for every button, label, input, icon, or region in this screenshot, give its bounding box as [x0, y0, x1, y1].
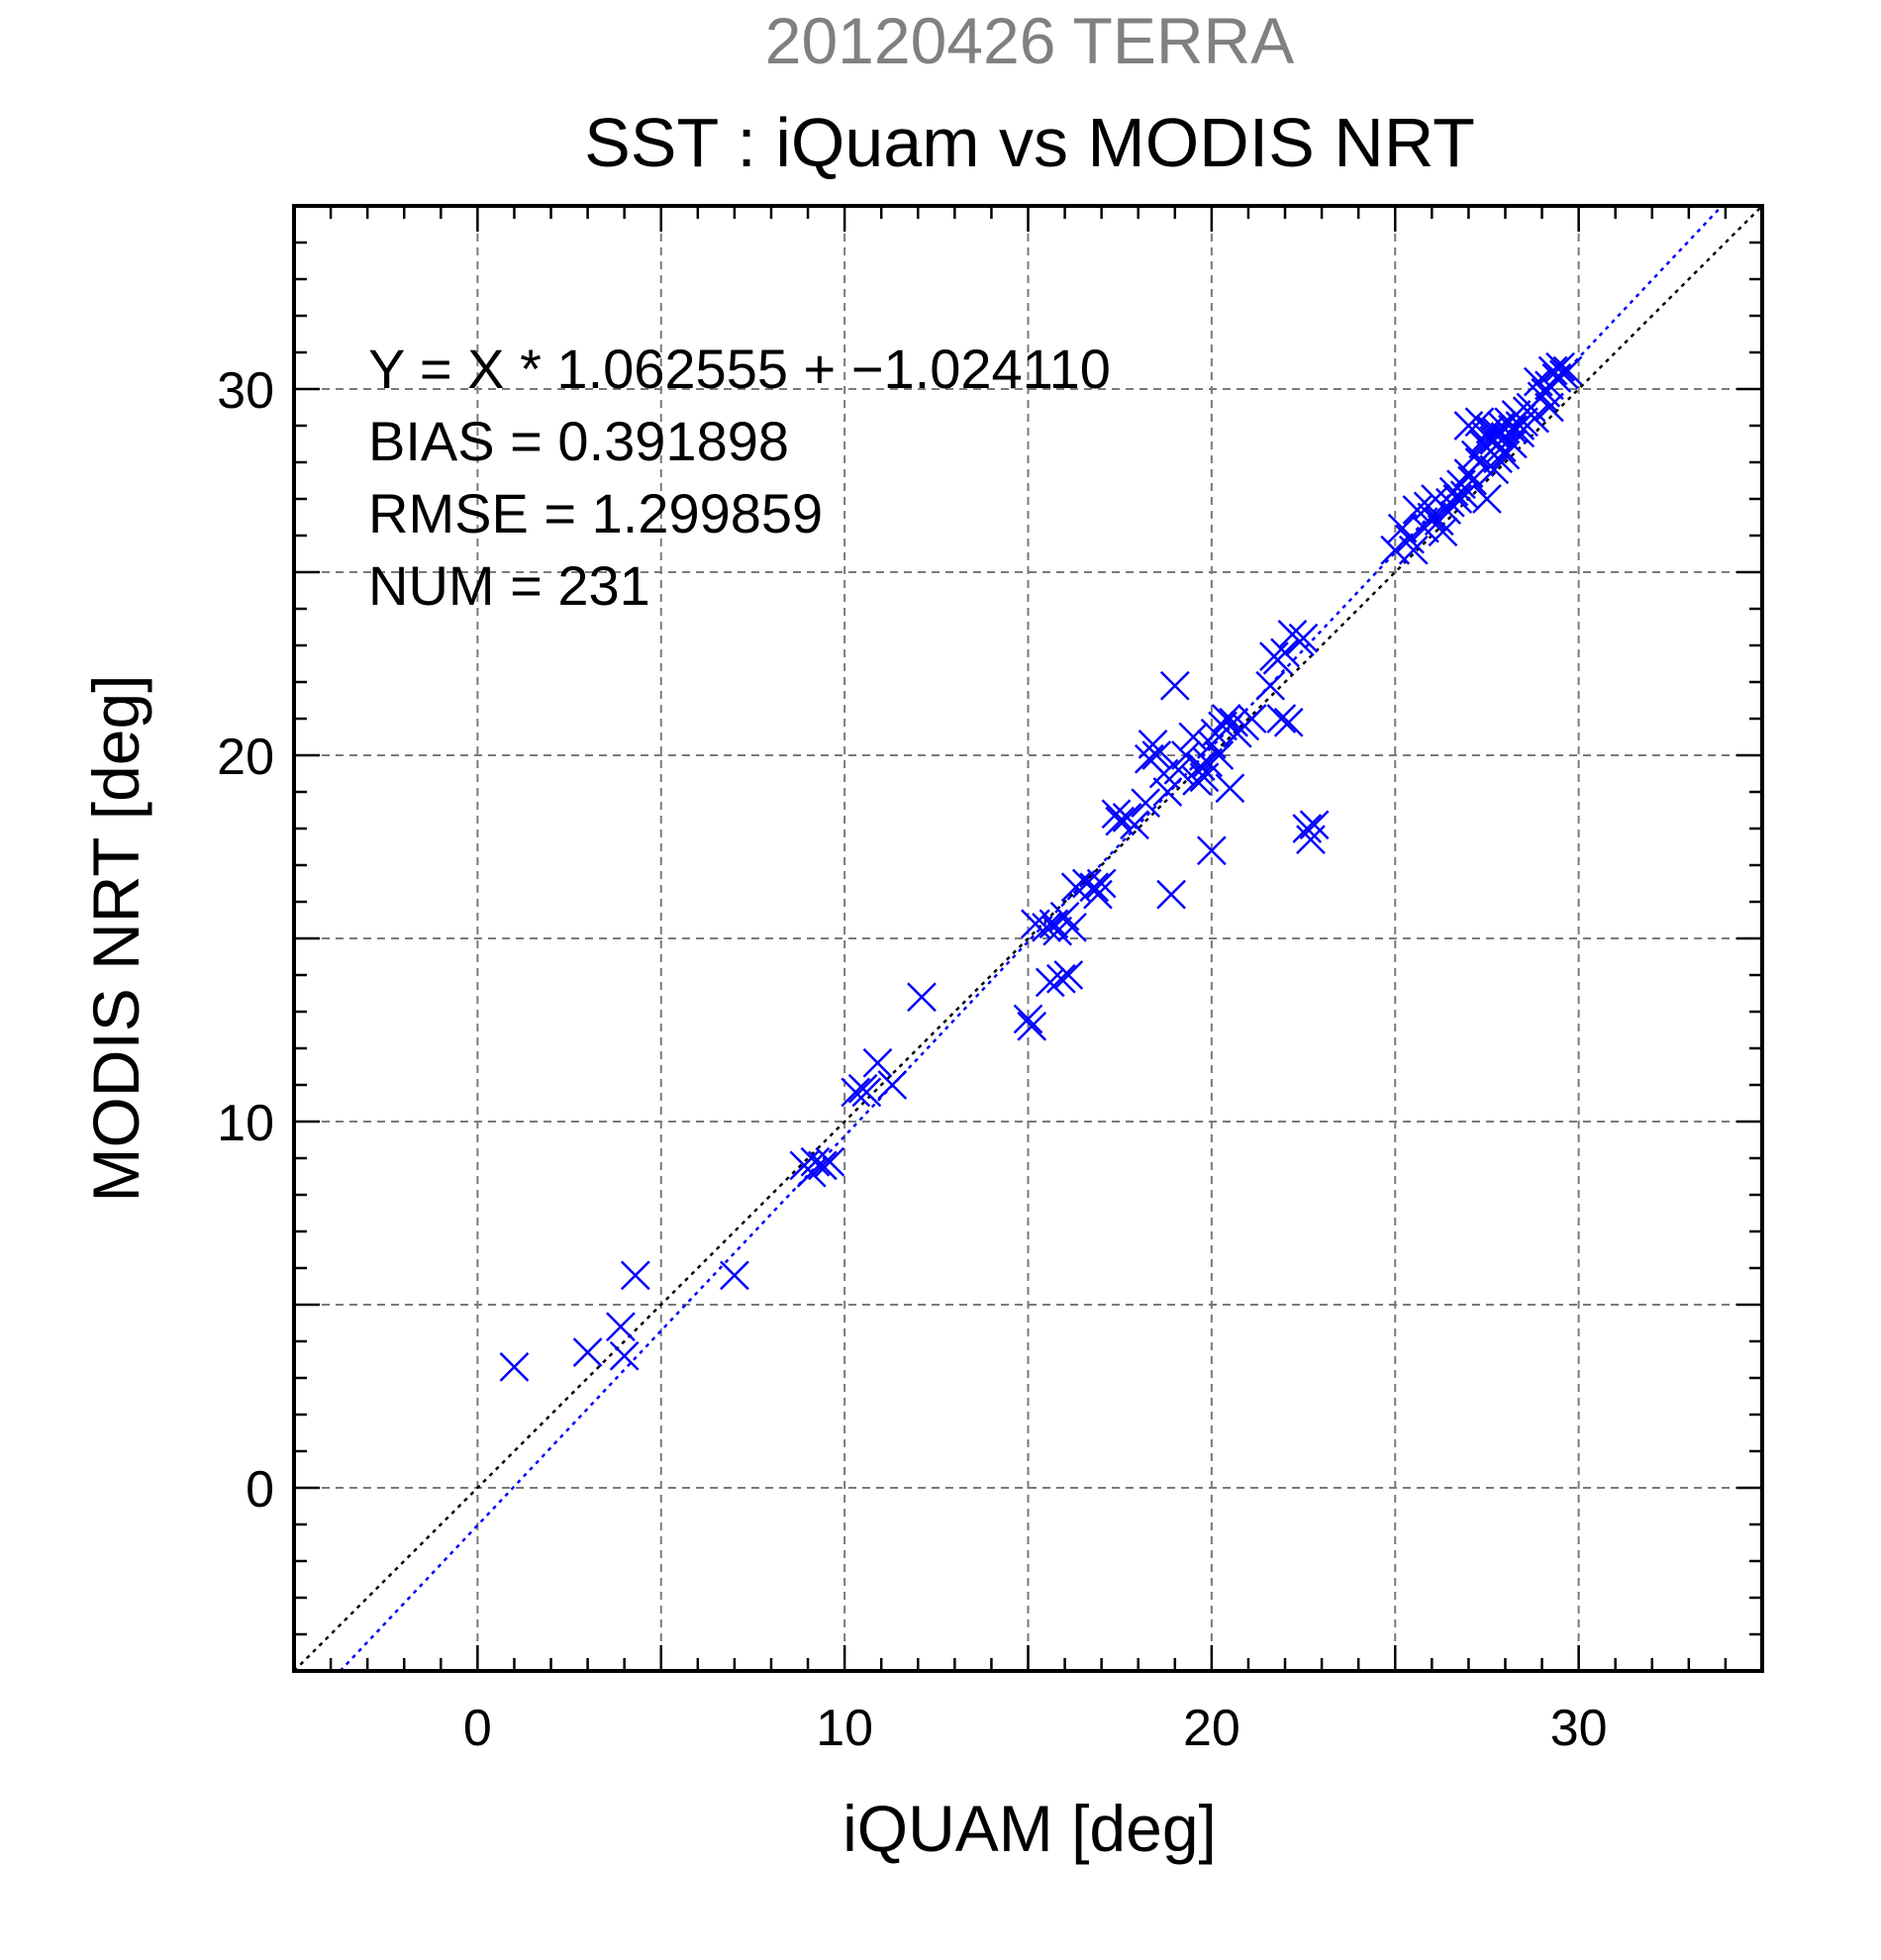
tick-labels: 0 10 20 30 0 10 20 30	[217, 362, 1607, 1757]
stats-box: Y = X * 1.062555 + −1.024110 BIAS = 0.39…	[368, 338, 1111, 617]
data-point	[606, 1312, 636, 1342]
data-point	[1045, 963, 1076, 994]
data-point	[1472, 484, 1502, 514]
data-point	[1185, 751, 1216, 781]
data-point	[877, 1070, 908, 1100]
x-axis-label: iQUAM [deg]	[842, 1792, 1217, 1865]
data-point	[1215, 773, 1245, 804]
data-point	[1292, 814, 1323, 843]
data-point	[1537, 355, 1568, 386]
data-point	[1120, 810, 1149, 840]
data-point	[1486, 433, 1517, 463]
data-point	[1057, 913, 1087, 942]
data-point	[1270, 637, 1300, 668]
data-point	[1255, 670, 1286, 701]
data-point	[1505, 411, 1535, 441]
data-point	[1079, 872, 1110, 903]
data-point	[1520, 403, 1550, 434]
data-point	[1032, 913, 1061, 942]
data-point	[1479, 454, 1510, 485]
data-point	[807, 1150, 838, 1181]
data-point	[907, 982, 937, 1013]
data-point	[1457, 465, 1487, 496]
bias-value: BIAS = 0.391898	[368, 410, 789, 472]
y-tick-label: 30	[217, 362, 274, 420]
data-point	[1171, 740, 1201, 770]
data-point	[499, 1352, 530, 1382]
data-point	[1299, 810, 1330, 840]
data-point	[1141, 740, 1172, 770]
data-point	[1017, 1011, 1047, 1041]
data-point	[1219, 707, 1249, 737]
data-point	[1273, 707, 1304, 737]
identity-line	[293, 205, 1763, 1672]
data-point	[1053, 960, 1084, 990]
data-point	[1417, 502, 1447, 533]
y-tick-label: 20	[217, 729, 274, 786]
y-tick-label: 0	[246, 1461, 274, 1519]
chart-supertitle: 20120426 TERRA	[765, 4, 1294, 77]
data-point	[1266, 704, 1297, 734]
data-point	[1402, 495, 1433, 525]
data-point	[1398, 535, 1429, 565]
grid-lines	[294, 206, 1762, 1671]
plot-frame	[292, 204, 1764, 1673]
data-point	[1204, 740, 1235, 770]
data-point	[1288, 623, 1319, 653]
y-axis-label: MODIS NRT [deg]	[79, 674, 152, 1202]
data-point	[1083, 879, 1113, 910]
rmse-value: RMSE = 1.299859	[368, 482, 823, 544]
x-tick-label: 20	[1183, 1700, 1240, 1757]
chart-title: SST : iQuam vs MODIS NRT	[584, 104, 1475, 181]
data-point	[1013, 1004, 1043, 1034]
data-point	[609, 1340, 640, 1371]
data-point	[1196, 835, 1227, 866]
data-point	[1131, 788, 1161, 818]
data-point	[1138, 730, 1168, 759]
data-point	[572, 1337, 603, 1367]
data-point	[1208, 711, 1238, 741]
data-point	[1211, 704, 1241, 734]
x-tick-label: 30	[1550, 1700, 1608, 1757]
data-point	[720, 1260, 749, 1291]
data-point	[1545, 351, 1575, 382]
data-point	[841, 1077, 871, 1108]
data-point	[1086, 868, 1117, 899]
data-point	[1552, 355, 1583, 386]
data-point	[1035, 967, 1065, 998]
fit-equation: Y = X * 1.062555 + −1.024110	[368, 338, 1111, 400]
data-point	[815, 1146, 845, 1177]
x-tick-label: 10	[816, 1700, 873, 1757]
x-tick-label: 0	[463, 1700, 492, 1757]
data-point	[1534, 392, 1564, 423]
data-point	[862, 1047, 893, 1078]
data-point	[851, 1077, 882, 1108]
data-point	[800, 1146, 831, 1177]
num-value: NUM = 231	[368, 554, 650, 617]
data-point	[620, 1260, 650, 1291]
data-point	[1475, 414, 1506, 444]
y-tick-label: 10	[217, 1095, 274, 1152]
data-point	[1101, 799, 1132, 830]
data-point	[1156, 879, 1186, 910]
data-point	[1237, 704, 1267, 734]
data-point	[1159, 670, 1190, 701]
data-point	[1152, 777, 1183, 807]
data-points	[499, 351, 1583, 1382]
